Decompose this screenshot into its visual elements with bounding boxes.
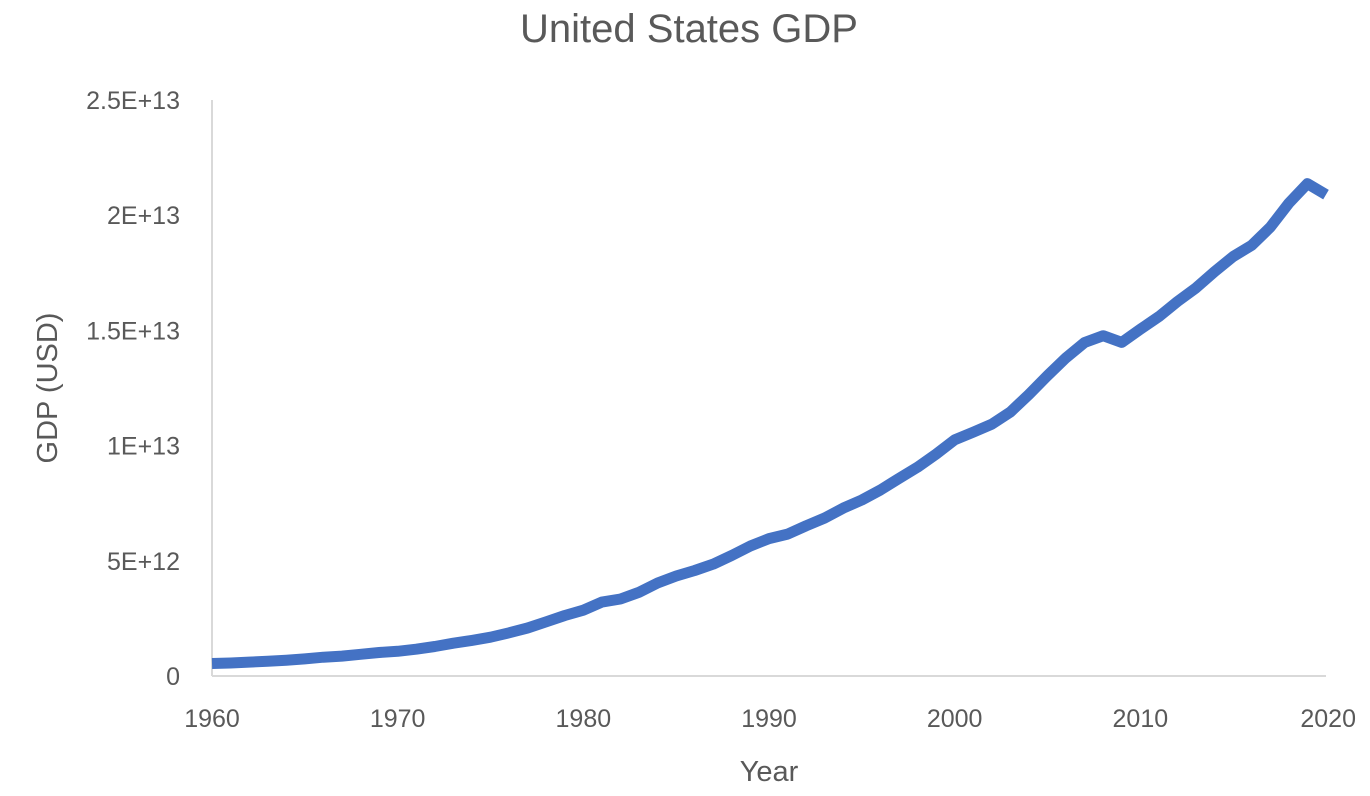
- gdp-series-line: [211, 178, 1329, 669]
- y-axis-tick-labels: 0 5E+12 1E+13 1.5E+13 2E+13 2.5E+13: [86, 87, 180, 691]
- gdp-data-points: [212, 183, 1326, 663]
- y-tick-label: 0: [166, 663, 180, 691]
- x-tick-label: 2010: [1113, 705, 1169, 733]
- x-tick-label: 1980: [556, 705, 612, 733]
- x-tick-label: 2020: [1300, 705, 1356, 733]
- x-axis-title: Year: [740, 756, 799, 788]
- x-tick-label: 2000: [927, 705, 983, 733]
- y-tick-label: 1E+13: [107, 433, 180, 461]
- y-tick-label: 1.5E+13: [86, 317, 180, 345]
- x-axis-tick-labels: 1960 1970 1980 1990 2000 2010 2020: [184, 705, 1356, 733]
- x-tick-label: 1990: [741, 705, 797, 733]
- chart-title: United States GDP: [520, 7, 858, 51]
- y-tick-label: 2E+13: [107, 202, 180, 230]
- x-tick-label: 1960: [184, 705, 240, 733]
- y-tick-label: 2.5E+13: [86, 87, 180, 115]
- y-tick-label: 5E+12: [107, 548, 180, 576]
- y-axis-title: GDP (USD): [32, 313, 64, 464]
- x-tick-label: 1970: [370, 705, 426, 733]
